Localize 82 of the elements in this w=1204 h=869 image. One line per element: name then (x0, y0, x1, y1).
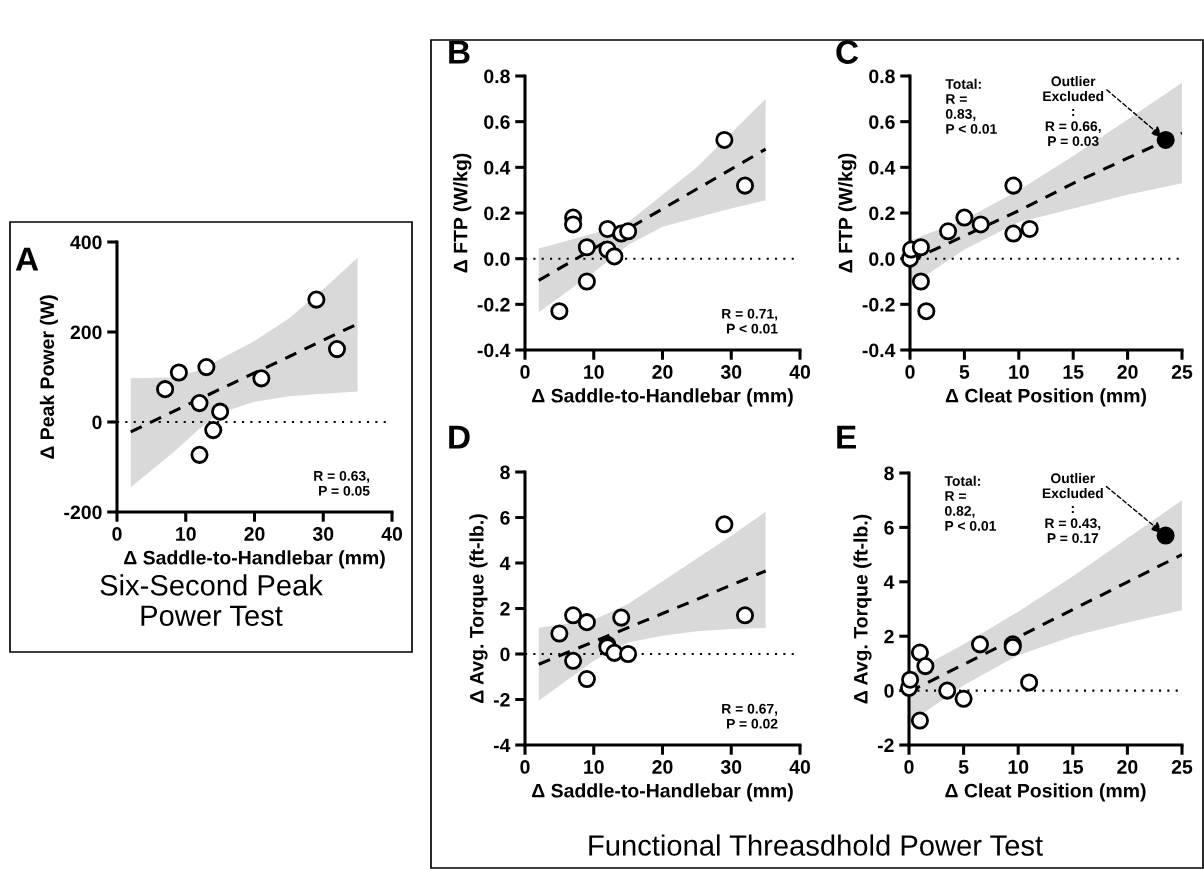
chart-title: C (836, 40, 859, 64)
y-tick-label: 0.2 (869, 206, 895, 221)
x-tick-label: 0 (905, 365, 915, 379)
y-axis-title: Δ Peak Power (W) (39, 295, 58, 459)
y-tick-label: 0.6 (869, 115, 895, 129)
x-tick-label: 0 (112, 527, 122, 541)
x-tick-label: 25 (1171, 365, 1193, 379)
y-tick-label: -4 (493, 738, 511, 753)
x-tick-label: 10 (176, 527, 196, 541)
y-tick-label: -2 (877, 738, 894, 753)
x-axis-title: Δ Saddle-to-Handlebar (mm) (532, 388, 793, 407)
x-tick-label: 30 (312, 527, 334, 541)
y-tick-label: -0.4 (477, 343, 511, 358)
y-axis-title: Δ Avg. Torque (ft-lb.) (853, 514, 872, 704)
x-tick-label: 10 (584, 760, 604, 774)
x-tick-label: 10 (1008, 760, 1029, 774)
y-tick-label: 0.0 (484, 252, 510, 266)
annotation: Outlier Excluded : R = 0.66, P = 0.03 (1043, 76, 1104, 147)
y-tick-label: 8 (500, 465, 510, 480)
x-tick-label: 40 (789, 760, 811, 774)
x-tick-label: 20 (652, 760, 673, 774)
annotation: R = 0.63, P = 0.05 (314, 470, 370, 496)
y-tick-label: 0.2 (484, 206, 510, 221)
y-tick-label: 4 (883, 575, 895, 589)
x-tick-label: 40 (789, 365, 811, 379)
x-tick-label: 30 (720, 365, 742, 379)
y-tick-label: 2 (884, 629, 894, 644)
x-tick-label: 0 (520, 760, 530, 774)
y-axis-title: Δ FTP (W/kg) (838, 153, 857, 273)
x-tick-label: 15 (1063, 365, 1084, 379)
x-tick-label: 20 (1117, 365, 1138, 379)
chart-title: B (449, 40, 470, 64)
x-tick-label: 10 (584, 365, 604, 379)
y-tick-label: 0.4 (484, 160, 511, 175)
x-tick-label: 25 (1171, 760, 1193, 774)
y-axis-title: Δ FTP (W/kg) (453, 153, 472, 273)
y-tick-label: 0.8 (484, 69, 510, 84)
x-axis-title: Δ Saddle-to-Handlebar (mm) (124, 550, 385, 569)
x-tick-label: 0 (904, 760, 914, 774)
text: Functional Threasdhold Power Test (589, 834, 1043, 856)
y-tick-label: 0 (92, 415, 102, 430)
y-tick-label: 0.0 (869, 252, 895, 266)
x-axis-title: Δ Cleat Position (mm) (945, 783, 1146, 802)
y-tick-label: -200 (64, 505, 102, 520)
x-axis-title: Δ Saddle-to-Handlebar (mm) (532, 783, 793, 802)
annotation: R = 0.71, P < 0.01 (722, 308, 778, 334)
y-tick-label: 2 (500, 601, 510, 616)
y-tick-label: 4 (499, 556, 511, 571)
y-tick-label: 400 (70, 235, 102, 250)
chart-title: D (449, 425, 470, 449)
y-tick-label: 8 (884, 466, 894, 481)
x-tick-label: 10 (1009, 365, 1029, 379)
y-tick-label: 0 (884, 684, 894, 698)
y-tick-label: 0.4 (869, 160, 896, 175)
x-tick-label: 20 (652, 365, 673, 379)
chart-title: E (837, 425, 856, 449)
annotation: R = 0.67, P = 0.02 (722, 703, 778, 729)
y-tick-label: 0.6 (484, 115, 510, 129)
x-tick-label: 15 (1063, 760, 1084, 774)
x-tick-label: 20 (244, 527, 265, 541)
annotation: Total: R = 0.82, P < 0.01 (944, 475, 996, 531)
x-tick-label: 5 (958, 760, 969, 774)
chart-title: A (15, 247, 39, 271)
y-tick-label: 6 (500, 510, 510, 525)
y-tick-label: 6 (884, 520, 894, 535)
y-tick-label: 0 (500, 647, 510, 662)
y-tick-label: -0.2 (862, 297, 895, 312)
x-tick-label: 5 (959, 365, 970, 379)
annotation: Outlier Excluded : R = 0.43, P = 0.17 (1042, 473, 1103, 544)
x-tick-label: 40 (381, 527, 403, 541)
x-tick-label: 20 (1117, 760, 1138, 774)
x-tick-label: 0 (520, 365, 530, 379)
y-tick-label: -0.2 (477, 297, 510, 312)
text: Six-Second Peak Power Test (100, 574, 323, 627)
y-tick-label: 0.8 (869, 69, 895, 84)
y-tick-label: 200 (70, 325, 102, 340)
y-tick-label: -0.4 (862, 343, 896, 358)
x-tick-label: 30 (720, 760, 742, 774)
y-axis-title: Δ Avg. Torque (ft-lb.) (469, 514, 488, 703)
y-tick-label: -2 (493, 692, 510, 707)
x-axis-title: Δ Cleat Position (mm) (945, 388, 1147, 407)
annotation: Total: R = 0.83, P < 0.01 (945, 78, 997, 134)
